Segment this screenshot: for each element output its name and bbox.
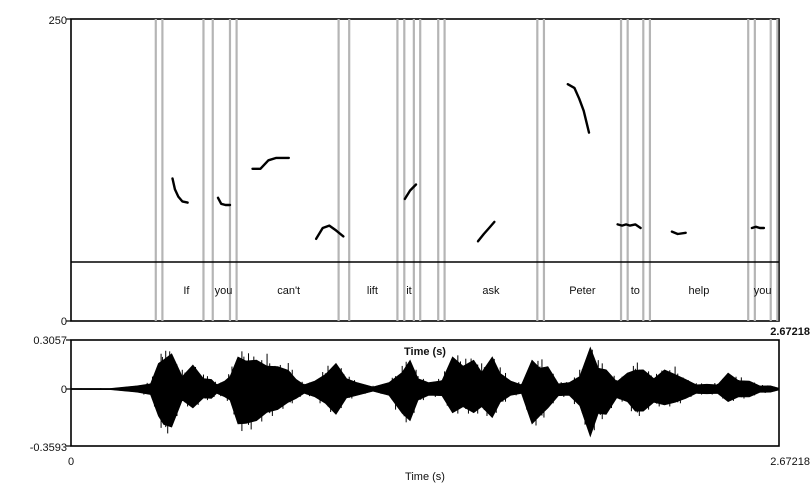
word-label: ask (482, 285, 500, 297)
word-label: it (406, 285, 412, 297)
word-label: to (631, 285, 640, 297)
word-label: you (754, 285, 772, 297)
wave-xtick-label-end: 2.67218 (770, 456, 810, 468)
wave-ytick-label-bottom: -0.3593 (30, 442, 67, 454)
pitch-contour-8 (616, 223, 642, 230)
word-label: Peter (569, 285, 596, 297)
word-label: If (183, 285, 190, 297)
word-boundaries (154, 19, 779, 321)
pitch-contour-4 (314, 224, 345, 241)
word-labels: If you can't lift it ask Peter to help you (183, 285, 771, 297)
pitch-contour-9 (670, 230, 687, 236)
word-label: help (689, 285, 710, 297)
pitch-xtick-label-end: 2.67218 (770, 326, 810, 338)
pitch-contour-7 (566, 83, 591, 134)
wave-xlabel: Time (s) (405, 471, 445, 483)
pitch-xlabel: Time (s) (404, 346, 446, 358)
pitch-contours (171, 83, 766, 243)
word-label: lift (367, 285, 378, 297)
wave-ytick-label-zero: 0 (61, 384, 67, 396)
word-label: you (215, 285, 233, 297)
waveform-trace (70, 346, 779, 438)
pitch-contour-10 (750, 225, 766, 230)
waveform-panel: 0.3057 0 -0.3593 0 2.67218 Time (s) (30, 335, 810, 483)
pitch-panel: If you can't lift it ask Peter to help you 250 0 … (49, 15, 810, 358)
wave-ytick-label-top: 0.3057 (33, 335, 67, 347)
pitch-contour-6 (476, 220, 496, 243)
pitch-contour-2 (216, 196, 232, 207)
waveform-frame (70, 339, 780, 447)
pitch-ytick-label-bottom: 0 (61, 316, 67, 328)
wave-xtick-label-start: 0 (68, 456, 74, 468)
word-label: can't (277, 285, 300, 297)
pitch-contour-3 (251, 156, 290, 170)
pitch-ytick-label-top: 250 (49, 15, 67, 27)
pitch-frame (70, 18, 780, 322)
pitch-contour-5 (403, 183, 418, 201)
pitch-contour-1 (171, 177, 189, 204)
